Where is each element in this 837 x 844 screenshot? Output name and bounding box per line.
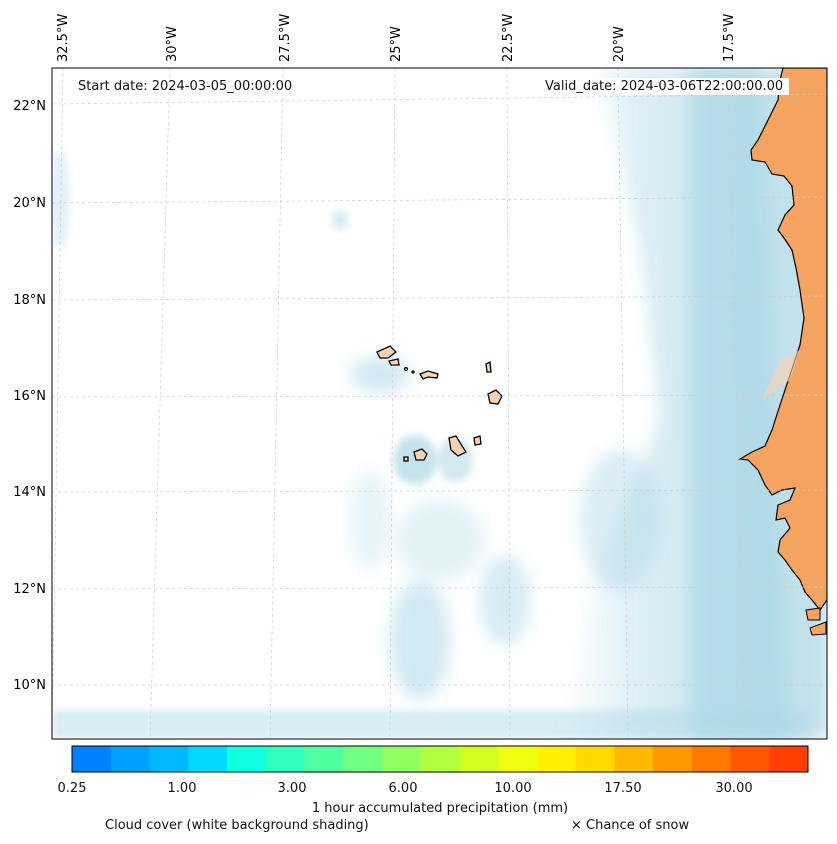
valid-date-label: Valid_date: 2024-03-06T22:00:00.00 [539, 78, 790, 95]
lat-label: 22°N [13, 99, 46, 114]
lon-label: 22.5°W [501, 14, 516, 62]
colorbar-swatch [149, 746, 189, 772]
lon-label: 20°W [612, 26, 627, 62]
colorbar-swatch [653, 746, 693, 772]
lat-label: 10°N [13, 678, 46, 693]
colorbar-tick-label: 10.00 [494, 781, 532, 796]
lon-label: 17.5°W [722, 14, 737, 62]
colorbar-swatch [226, 746, 267, 772]
colorbar-tick-label: 17.50 [604, 781, 642, 796]
lat-label: 18°N [13, 293, 46, 308]
colorbar-swatch [188, 746, 228, 772]
longitude-labels: 32.5°W 30°W 27.5°W 25°W 22.5°W 20°W 17.5… [56, 14, 737, 62]
cloud-cover-legend: Cloud cover (white background shading) [105, 818, 369, 833]
colorbar-tick-label: 30.00 [715, 781, 753, 796]
map-frame [51, 67, 828, 740]
colorbar-swatch [381, 746, 422, 772]
colorbar-swatch [691, 746, 732, 772]
colorbar-swatch [769, 746, 809, 772]
colorbar-swatch [575, 746, 615, 772]
colorbar-swatch [536, 746, 577, 772]
colorbar-swatch [110, 746, 150, 772]
lon-label: 25°W [389, 26, 404, 62]
lat-label: 20°N [13, 196, 46, 211]
colorbar-tick-label: 3.00 [277, 781, 307, 796]
graticule [52, 68, 827, 739]
latitude-labels: 22°N 20°N 18°N 16°N 14°N 12°N 10°N [13, 99, 46, 693]
colorbar-tick-label: 6.00 [388, 781, 418, 796]
start-date-label: Start date: 2024-03-05_00:00:00 [72, 78, 299, 95]
colorbar-tick-label: 1.00 [167, 781, 197, 796]
colorbar-swatch [304, 746, 344, 772]
colorbar-swatch [265, 746, 305, 772]
bissagos-islands [805, 607, 821, 621]
colorbar-swatch [730, 746, 770, 772]
snow-legend: × Chance of snow [571, 818, 690, 833]
colorbar-swatch [72, 746, 112, 772]
precipitation-colorbar [72, 746, 809, 772]
lon-label: 30°W [165, 26, 180, 62]
africa-landmass [738, 68, 827, 612]
lon-label: 27.5°W [278, 14, 293, 62]
colorbar-swatch [614, 746, 654, 772]
lat-label: 14°N [13, 485, 46, 500]
colorbar-swatch [420, 746, 460, 772]
colorbar-swatch [498, 746, 538, 772]
colorbar-title: 1 hour accumulated precipitation (mm) [311, 801, 569, 816]
colorbar-swatch [343, 746, 383, 772]
lon-label: 32.5°W [56, 14, 71, 62]
colorbar-swatch [459, 746, 499, 772]
lat-label: 12°N [13, 582, 46, 597]
colorbar-frame [71, 745, 809, 773]
cloud-cover-shading [52, 68, 827, 739]
cape-verde-islands [376, 345, 503, 462]
colorbar-tick-label: 0.25 [57, 781, 87, 796]
lat-label: 16°N [13, 389, 46, 404]
